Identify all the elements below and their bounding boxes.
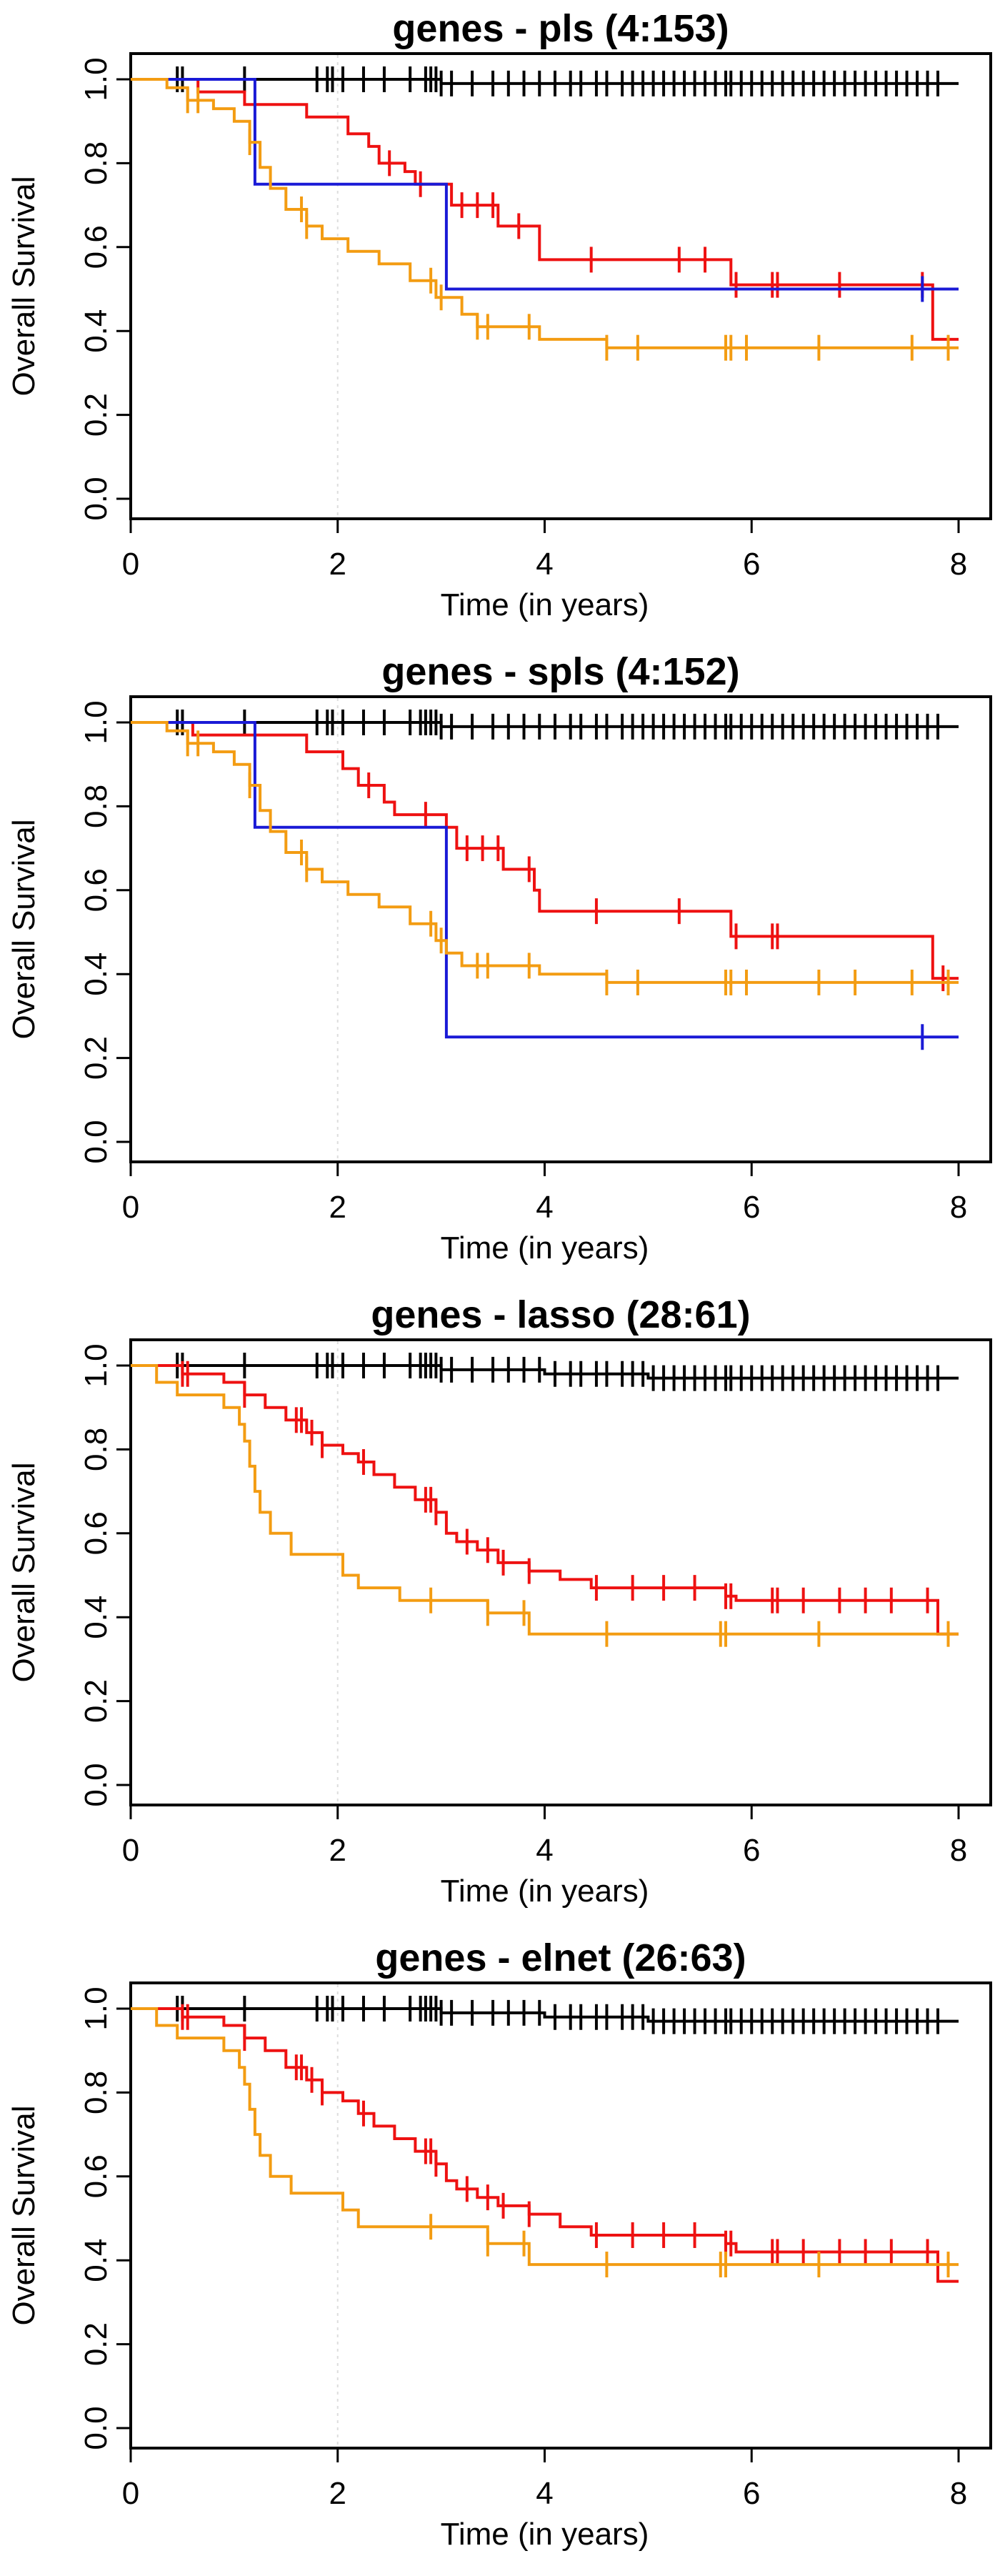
x-tick-label: 4	[536, 1190, 553, 1225]
km-curve-red	[131, 721, 959, 980]
y-tick-label: 0.6	[79, 868, 114, 912]
y-tick-label: 0.4	[79, 309, 114, 353]
y-tick-label: 0.0	[79, 2406, 114, 2450]
km-curve-red	[131, 2007, 959, 2283]
y-tick-label: 1.0	[79, 57, 114, 101]
km-curve-red	[131, 78, 959, 341]
series-black	[131, 1353, 959, 1391]
survival-panel-3: genes - lasso (28:61) 0 2 4 6 8 0.0 0.2 0.4 0.6 0.…	[6, 1293, 992, 1909]
x-tick-label: 8	[950, 2476, 967, 2511]
survival-panel-2: genes - spls (4:152) 0 2 4 6 8 0.0 0.2 0.4 0.6 0.8…	[6, 650, 992, 1265]
y-tick-label: 0.0	[79, 477, 114, 520]
y-tick-label: 1.0	[79, 700, 114, 744]
y-axis-label: Overall Survival	[6, 1462, 41, 1682]
series-blue	[131, 78, 959, 302]
y-tick-label: 0.2	[79, 1036, 114, 1080]
chart-title: genes - elnet (26:63)	[375, 1936, 746, 1979]
x-tick-label: 4	[536, 1833, 553, 1868]
y-tick-label: 0.4	[79, 953, 114, 996]
x-tick-label: 4	[536, 2476, 553, 2511]
x-tick-label: 2	[329, 2476, 346, 2511]
chart-title: genes - spls (4:152)	[381, 650, 739, 693]
x-tick-label: 8	[950, 1190, 967, 1225]
km-curve-blue	[131, 721, 959, 1039]
y-tick-label: 0.6	[79, 1511, 114, 1555]
plot-frame	[129, 695, 992, 1163]
y-tick-label: 0.8	[79, 785, 114, 828]
survival-panel-4: genes - elnet (26:63) 0 2 4 6 8 0.0 0.2 0.4 0.6 0.…	[6, 1936, 992, 2552]
x-tick-label: 0	[122, 547, 139, 582]
x-tick-label: 0	[122, 2476, 139, 2511]
y-tick-label: 1.0	[79, 1343, 114, 1387]
x-axis-label: Time (in years)	[441, 587, 649, 622]
y-tick-label: 0.0	[79, 1763, 114, 1806]
y-tick-label: 0.2	[79, 2322, 114, 2366]
y-tick-label: 0.2	[79, 393, 114, 437]
series-red	[131, 78, 959, 341]
x-axis-label: Time (in years)	[441, 1230, 649, 1265]
km-curve-red	[131, 1364, 959, 1636]
x-tick-label: 8	[950, 1833, 967, 1868]
x-tick-label: 0	[122, 1190, 139, 1225]
x-tick-label: 6	[743, 2476, 760, 2511]
chart-title: genes - lasso (28:61)	[371, 1293, 750, 1336]
series-red	[131, 721, 959, 992]
series-orange	[131, 721, 959, 995]
km-curve-orange	[131, 1364, 959, 1636]
y-tick-label: 0.8	[79, 141, 114, 185]
x-tick-label: 2	[329, 1190, 346, 1225]
series-black	[131, 66, 959, 96]
survival-panel-1: genes - pls (4:153) 0 2 4 6 8 0.0 0.2 0.4 0.6 0.8 1…	[6, 7, 992, 622]
series-blue	[131, 721, 959, 1050]
x-tick-label: 2	[329, 1833, 346, 1868]
y-tick-label: 0.2	[79, 1679, 114, 1723]
series-red	[131, 1361, 959, 1636]
y-tick-label: 0.0	[79, 1120, 114, 1163]
chart-title: genes - pls (4:153)	[392, 7, 729, 50]
y-axis-label: Overall Survival	[6, 819, 41, 1039]
y-tick-label: 0.6	[79, 2154, 114, 2198]
km-curve-orange	[131, 721, 959, 984]
x-axis-label: Time (in years)	[441, 2517, 649, 2552]
x-tick-label: 6	[743, 1833, 760, 1868]
y-tick-label: 0.8	[79, 2071, 114, 2114]
series-orange	[131, 2007, 959, 2278]
y-tick-label: 0.8	[79, 1428, 114, 1471]
km-curve-orange	[131, 2007, 959, 2267]
series-orange	[131, 1364, 959, 1647]
x-axis-label: Time (in years)	[441, 1874, 649, 1909]
series-black	[131, 1996, 959, 2034]
series-orange	[131, 78, 959, 361]
x-tick-label: 4	[536, 547, 553, 582]
plot-frame	[129, 52, 992, 520]
y-tick-label: 0.4	[79, 2239, 114, 2282]
x-tick-label: 0	[122, 1833, 139, 1868]
x-tick-label: 2	[329, 547, 346, 582]
y-axis-label: Overall Survival	[6, 176, 41, 396]
y-tick-label: 0.6	[79, 225, 114, 269]
plot-frame	[129, 1981, 992, 2450]
y-tick-label: 1.0	[79, 1986, 114, 2030]
series-red	[131, 2004, 959, 2283]
plot-frame	[129, 1338, 992, 1806]
x-tick-label: 8	[950, 547, 967, 582]
km-curve-orange	[131, 78, 959, 349]
x-tick-label: 6	[743, 547, 760, 582]
km-curve-blue	[131, 78, 959, 291]
y-tick-label: 0.4	[79, 1596, 114, 1639]
x-tick-label: 6	[743, 1190, 760, 1225]
y-axis-label: Overall Survival	[6, 2105, 41, 2325]
